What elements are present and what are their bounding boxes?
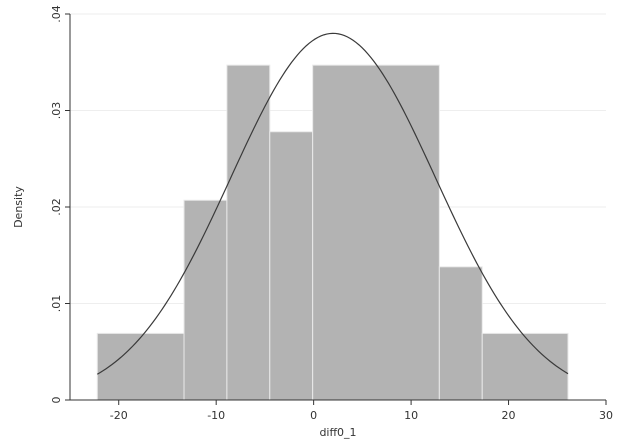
histogram-bar (481, 332, 569, 401)
histogram-bar (96, 332, 185, 401)
x-tick-label: 20 (502, 409, 516, 422)
x-tick-label: -10 (207, 409, 225, 422)
y-tick-label: 0 (50, 397, 63, 404)
x-tick-label: 30 (599, 409, 613, 422)
histogram-bar (312, 64, 440, 401)
y-tick-label: .02 (50, 198, 63, 216)
tick-labels: -20 -10 0 10 20 30 0 .01 .02 .03 .04 (50, 5, 613, 422)
histogram-bars (96, 64, 569, 401)
x-tick-label: 10 (404, 409, 418, 422)
y-tick-label: .03 (50, 102, 63, 120)
histogram-bar (438, 266, 483, 401)
x-tick-label: -20 (110, 409, 128, 422)
histogram-bar (269, 131, 314, 401)
x-tick-label: 0 (310, 409, 317, 422)
y-tick-label: .04 (50, 5, 63, 23)
histogram-bar (183, 199, 228, 401)
histogram-bar (226, 64, 271, 401)
y-tick-label: .01 (50, 295, 63, 313)
y-axis-title: Density (12, 186, 25, 228)
x-axis-title: diff0_1 (319, 426, 356, 439)
normal-density-curve (96, 32, 569, 375)
